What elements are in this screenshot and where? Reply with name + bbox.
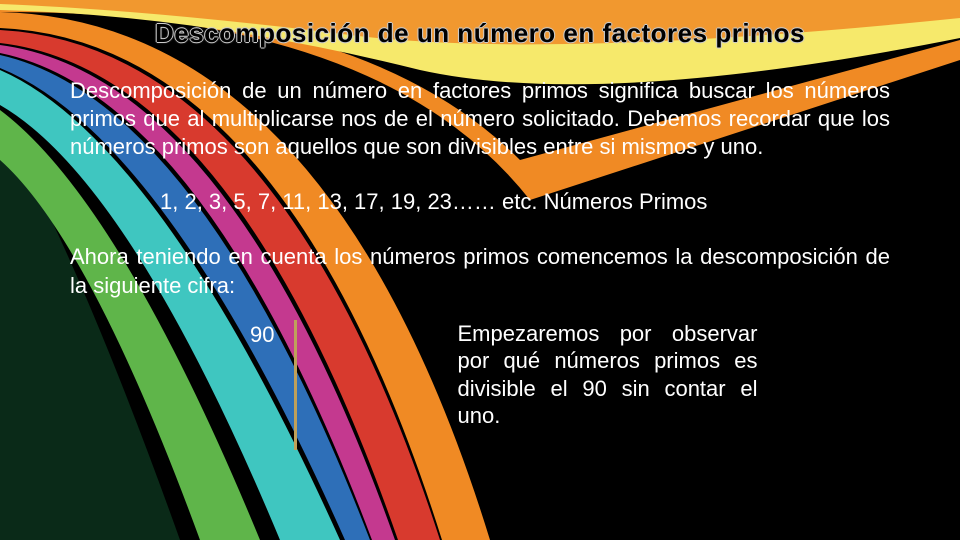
number-value: 90	[250, 320, 294, 348]
number-block: 90	[250, 320, 297, 450]
slide-content: Descomposición de un número en factores …	[0, 0, 960, 450]
bottom-row: 90 Empezaremos por observar por qué núme…	[70, 320, 890, 450]
vertical-divider	[294, 320, 297, 450]
paragraph-2: Ahora teniendo en cuenta los números pri…	[70, 243, 890, 299]
slide-title: Descomposición de un número en factores …	[70, 18, 890, 49]
right-explanation: Empezaremos por observar por qué números…	[457, 320, 757, 430]
paragraph-1: Descomposición de un número en factores …	[70, 77, 890, 161]
primes-list: 1, 2, 3, 5, 7, 11, 13, 17, 19, 23…… etc.…	[160, 189, 890, 215]
